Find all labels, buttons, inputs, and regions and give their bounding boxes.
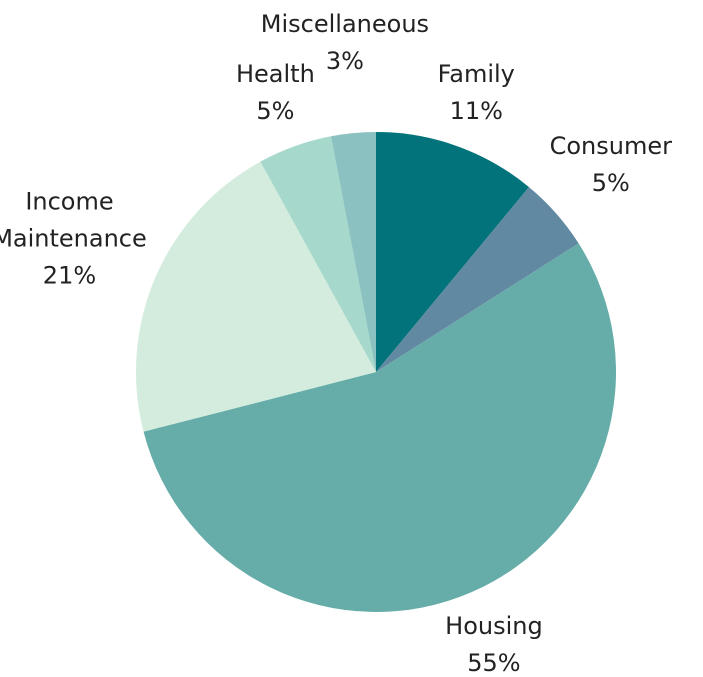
pie-slice <box>260 136 376 372</box>
slice-label: Income Maintenance 21% <box>0 184 169 295</box>
slice-name: Miscellaneous <box>260 10 430 39</box>
slice-value: 5% <box>256 96 295 125</box>
slice-name: Consumer <box>549 132 672 160</box>
slice-label: Consumer 5% <box>511 128 703 202</box>
slice-value: 5% <box>591 169 630 197</box>
pie-slice <box>143 243 616 613</box>
slice-name: Housing <box>445 611 543 640</box>
slice-name: Family <box>437 60 515 89</box>
pie-slice <box>376 187 579 372</box>
slice-name: Income Maintenance <box>0 187 147 253</box>
slice-value: 55% <box>467 648 521 677</box>
slice-label: Miscellaneous 3% <box>245 6 445 80</box>
slice-label: Health 5% <box>175 56 375 130</box>
slice-value: 3% <box>325 47 364 76</box>
slice-label: Housing 55% <box>394 608 594 677</box>
pie-slice <box>135 161 376 432</box>
pie-slice <box>331 132 376 372</box>
pie-slice <box>376 132 529 372</box>
slice-value: 21% <box>42 261 97 290</box>
slice-name: Health <box>235 59 315 88</box>
slice-value: 11% <box>449 97 503 126</box>
slice-label: Family 11% <box>376 56 576 130</box>
